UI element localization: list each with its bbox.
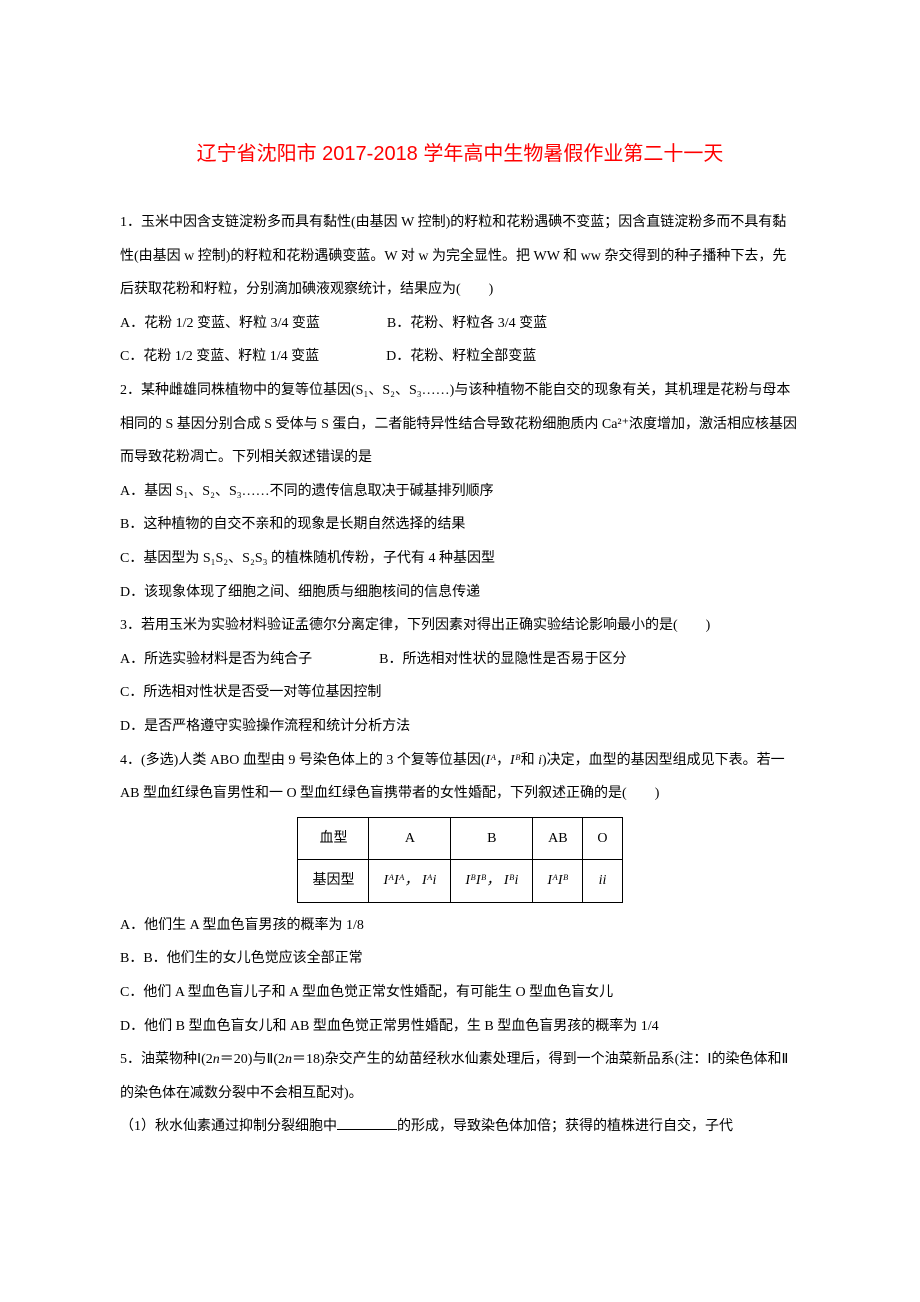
- header-label: 血型: [298, 817, 369, 860]
- q3-optA: A．所选实验材料是否为纯合子: [120, 652, 312, 667]
- col-B: B: [451, 817, 533, 860]
- q1-optA: A．花粉 1/2 变蓝、籽粒 3/4 变蓝: [120, 316, 320, 331]
- q3-optC: C．所选相对性状是否受一对等位基因控制: [120, 676, 800, 710]
- cell-O: ii: [583, 860, 622, 903]
- q4-stem: 4．(多选)人类 ABO 血型由 9 号染色体上的 3 个复等位基因(Iᴬ，Iᴮ…: [120, 744, 800, 811]
- q4-gene-IA: Iᴬ: [486, 753, 497, 768]
- q5-sub1-suffix: 的形成，导致染色体加倍；获得的植株进行自交，子代: [397, 1119, 733, 1134]
- q5-stem-prefix: 5．油菜物种Ⅰ(2: [120, 1052, 213, 1067]
- q5-stem: 5．油菜物种Ⅰ(2n＝20)与Ⅱ(2n＝18)杂交产生的幼苗经秋水仙素处理后，得…: [120, 1043, 800, 1110]
- cell-AB-v: IᴬIᴮ: [547, 873, 568, 888]
- q5-n2: n: [285, 1052, 292, 1067]
- cell-B: IᴮIᴮ， Iᴮi: [451, 860, 533, 903]
- row-label: 基因型: [298, 860, 369, 903]
- q3-options-row1: A．所选实验材料是否为纯合子 B．所选相对性状的显隐性是否易于区分: [120, 643, 800, 677]
- table-row: 血型 A B AB O: [298, 817, 622, 860]
- cell-A-1: IᴬIᴬ，: [383, 873, 418, 888]
- col-AB: AB: [533, 817, 583, 860]
- q4-optD: D．他们 B 型血色盲女儿和 AB 型血色觉正常男性婚配，生 B 型血色盲男孩的…: [120, 1010, 800, 1044]
- q1-optC: C．花粉 1/2 变蓝、籽粒 1/4 变蓝: [120, 349, 319, 364]
- q4-optB: B．B．他们生的女儿色觉应该全部正常: [120, 942, 800, 976]
- cell-B-1: IᴮIᴮ，: [465, 873, 500, 888]
- blood-type-table: 血型 A B AB O 基因型 IᴬIᴬ， Iᴬi IᴮIᴮ， Iᴮi IᴬIᴮ…: [297, 817, 622, 903]
- q1-stem: 1．玉米中因含支链淀粉多而具有黏性(由基因 W 控制)的籽粒和花粉遇碘不变蓝；因…: [120, 206, 800, 307]
- col-A: A: [369, 817, 451, 860]
- page-title: 辽宁省沈阳市 2017-2018 学年高中生物暑假作业第二十一天: [120, 130, 800, 178]
- q4-text-prefix: 4．(多选)人类 ABO 血型由 9 号染色体上的 3 个复等位基因(: [120, 753, 486, 768]
- q4-optC: C．他们 A 型血色盲儿子和 A 型血色觉正常女性婚配，有可能生 O 型血色盲女…: [120, 976, 800, 1010]
- col-O: O: [583, 817, 622, 860]
- q2-optC: C．基因型为 S₁S₂、S₂S₃ 的植株随机传粉，子代有 4 种基因型: [120, 542, 800, 576]
- q4-optA: A．他们生 A 型血色盲男孩的概率为 1/8: [120, 909, 800, 943]
- q4-comma1: ，: [496, 753, 510, 768]
- q2-optA: A．基因 S₁、S₂、S₃……不同的遗传信息取决于碱基排列顺序: [120, 475, 800, 509]
- q2-optB: B．这种植物的自交不亲和的现象是长期自然选择的结果: [120, 508, 800, 542]
- q5-stem-mid1: ＝20)与Ⅱ(2: [220, 1052, 285, 1067]
- q5-sub1: （1）秋水仙素通过抑制分裂细胞中 的形成，导致染色体加倍；获得的植株进行自交，子代: [120, 1110, 800, 1144]
- q5-sub1-prefix: （1）秋水仙素通过抑制分裂细胞中: [120, 1119, 337, 1134]
- q1-options-row1: A．花粉 1/2 变蓝、籽粒 3/4 变蓝 B．花粉、籽粒各 3/4 变蓝: [120, 307, 800, 341]
- fill-blank: [337, 1115, 397, 1130]
- table-row: 基因型 IᴬIᴬ， Iᴬi IᴮIᴮ， Iᴮi IᴬIᴮ ii: [298, 860, 622, 903]
- q3-optD: D．是否严格遵守实验操作流程和统计分析方法: [120, 710, 800, 744]
- q1-options-row2: C．花粉 1/2 变蓝、籽粒 1/4 变蓝 D．花粉、籽粒全部变蓝: [120, 340, 800, 374]
- q2-stem: 2．某种雌雄同株植物中的复等位基因(S₁、S₂、S₃……)与该种植物不能自交的现…: [120, 374, 800, 475]
- q3-stem: 3．若用玉米为实验材料验证孟德尔分离定律，下列因素对得出正确实验结论影响最小的是…: [120, 609, 800, 643]
- cell-O-v: ii: [599, 873, 607, 888]
- q3-optB: B．所选相对性状的显隐性是否易于区分: [379, 652, 626, 667]
- cell-AB: IᴬIᴮ: [533, 860, 583, 903]
- q4-gene-IB: Iᴮ: [510, 753, 521, 768]
- q1-optB: B．花粉、籽粒各 3/4 变蓝: [387, 316, 547, 331]
- cell-A: IᴬIᴬ， Iᴬi: [369, 860, 451, 903]
- q1-optD: D．花粉、籽粒全部变蓝: [386, 349, 536, 364]
- cell-B-2: Iᴮi: [504, 873, 518, 888]
- cell-A-2: Iᴬi: [422, 873, 436, 888]
- q5-n1: n: [213, 1052, 220, 1067]
- q4-text-mid: 和: [521, 753, 539, 768]
- q2-optD: D．该现象体现了细胞之间、细胞质与细胞核间的信息传递: [120, 576, 800, 610]
